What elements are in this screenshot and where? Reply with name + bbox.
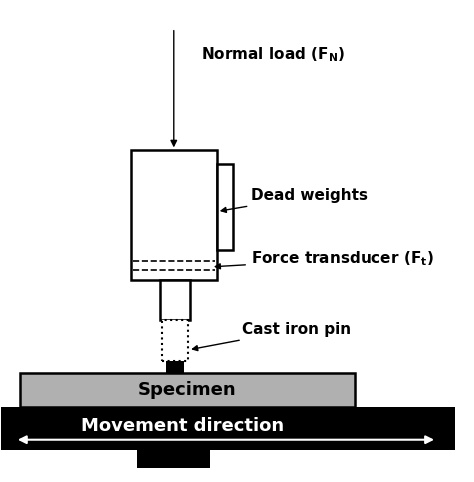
Bar <box>137 450 210 468</box>
Bar <box>217 164 233 250</box>
Text: Force transducer (F$_\mathregular{t}$): Force transducer (F$_\mathregular{t}$) <box>215 250 434 269</box>
Text: Dead weights: Dead weights <box>221 188 368 213</box>
Text: Specimen: Specimen <box>138 381 237 399</box>
Bar <box>1 407 455 450</box>
Bar <box>166 361 184 373</box>
Text: Normal load (F$_\mathregular{N}$): Normal load (F$_\mathregular{N}$) <box>201 46 345 64</box>
Bar <box>160 280 190 321</box>
Bar <box>131 150 217 280</box>
Text: Movement direction: Movement direction <box>82 416 284 435</box>
Bar <box>19 373 355 407</box>
Bar <box>162 321 188 361</box>
Text: Cast iron pin: Cast iron pin <box>192 322 351 350</box>
